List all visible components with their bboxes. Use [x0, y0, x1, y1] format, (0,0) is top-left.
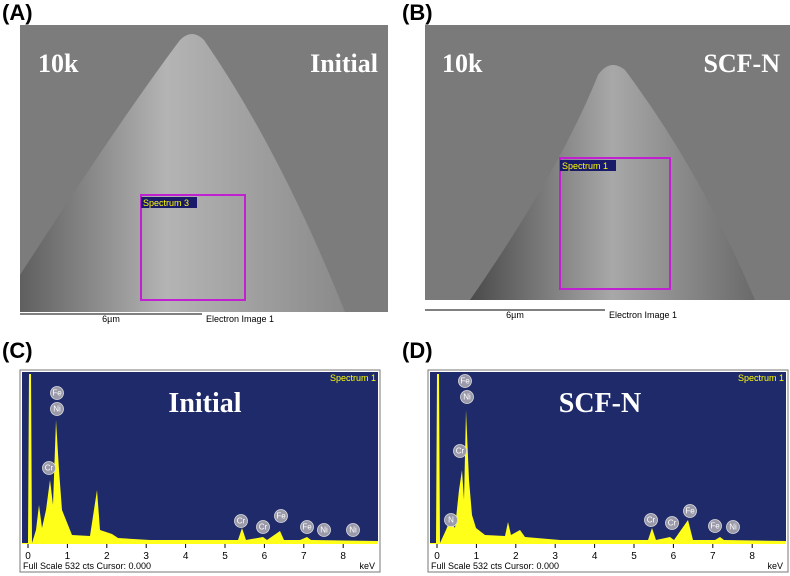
spectrum-plot [430, 372, 786, 544]
x-tick-label: 0 [434, 551, 440, 562]
peak-marker [453, 444, 467, 458]
peak-marker [644, 513, 658, 527]
peak-marker [708, 519, 722, 533]
peak-marker [274, 509, 288, 523]
x-tick-label: 4 [592, 551, 598, 562]
peak-label: Fe [460, 377, 470, 386]
region-label: Spectrum 3 [143, 198, 189, 208]
peak-label: Ni [320, 526, 328, 535]
panel-label: (A) [2, 0, 33, 25]
status-line: Full Scale 532 cts Cursor: 0.000 [23, 561, 151, 571]
spectrum-title: SCF-N [559, 388, 641, 419]
x-tick-label: 7 [710, 551, 716, 562]
spectrum-trace [430, 374, 786, 544]
scale-label: 6µm [506, 310, 524, 320]
x-tick-label: 1 [474, 551, 480, 562]
x-tick-label: 6 [262, 551, 268, 562]
magnification: 10k [38, 49, 79, 78]
x-tick-label: 2 [513, 551, 519, 562]
peak-label: Cr [668, 519, 677, 528]
scale-label: 6µm [102, 314, 120, 324]
x-tick-label: 8 [340, 551, 346, 562]
spectrum-trace [22, 374, 378, 544]
region-tag [141, 197, 197, 208]
region-box [140, 194, 246, 301]
image-caption: Electron Image 1 [206, 314, 274, 324]
x-tick-label: 3 [552, 551, 558, 562]
peak-label: Cr [45, 464, 54, 473]
peak-marker [726, 520, 740, 534]
peak-marker [300, 520, 314, 534]
peak-marker [460, 390, 474, 404]
peak-label: Ni [729, 523, 737, 532]
peak-marker [42, 461, 56, 475]
x-tick-label: 8 [749, 551, 755, 562]
peak-label: Cr [237, 517, 246, 526]
peak-label: Ni [349, 526, 357, 535]
condition: Initial [310, 49, 378, 78]
region-tag [560, 160, 616, 171]
x-tick-label: 3 [143, 551, 149, 562]
peak-marker [346, 523, 360, 537]
x-tick-label: 5 [222, 551, 228, 562]
peak-label: Cr [259, 523, 268, 532]
x-tick-label: 1 [65, 551, 71, 562]
peak-label: Fe [710, 522, 720, 531]
peak-label: Ni [463, 393, 471, 402]
x-tick-label: 0 [25, 551, 31, 562]
x-tick-label: 6 [671, 551, 677, 562]
peak-label: N [448, 516, 454, 525]
peak-marker [317, 523, 331, 537]
x-tick-label: 2 [104, 551, 110, 562]
peak-label: Cr [647, 516, 656, 525]
spectrum-name: Spectrum 1 [738, 373, 784, 383]
x-tick-label: 7 [301, 551, 307, 562]
tip [20, 34, 345, 312]
peak-label: Fe [276, 512, 286, 521]
magnification: 10k [442, 49, 483, 78]
peak-marker [683, 504, 697, 518]
region-label: Spectrum 1 [562, 161, 608, 171]
peak-marker [50, 402, 64, 416]
spectrum-name: Spectrum 1 [330, 373, 376, 383]
peak-marker [665, 516, 679, 530]
x-tick-label: 4 [183, 551, 189, 562]
peak-label: Ni [53, 405, 61, 414]
status-line: Full Scale 532 cts Cursor: 0.000 [431, 561, 559, 571]
panel-label: (C) [2, 338, 33, 363]
spectrum-title: Initial [168, 388, 241, 419]
peak-label: Fe [52, 389, 62, 398]
peak-label: Fe [685, 507, 695, 516]
peak-label: Fe [302, 523, 312, 532]
x-unit: keV [767, 561, 783, 571]
region-box [559, 157, 671, 290]
x-tick-label: 5 [631, 551, 637, 562]
panel-label: (B) [402, 0, 433, 25]
peak-marker [256, 520, 270, 534]
condition: SCF-N [703, 49, 780, 78]
peak-marker [444, 513, 458, 527]
spectrum-plot [22, 372, 378, 544]
panel-label: (D) [402, 338, 433, 363]
peak-label: Cr [456, 447, 465, 456]
x-unit: keV [359, 561, 375, 571]
peak-marker [458, 374, 472, 388]
peak-marker [50, 386, 64, 400]
tip [470, 65, 755, 300]
image-caption: Electron Image 1 [609, 310, 677, 320]
peak-marker [234, 514, 248, 528]
